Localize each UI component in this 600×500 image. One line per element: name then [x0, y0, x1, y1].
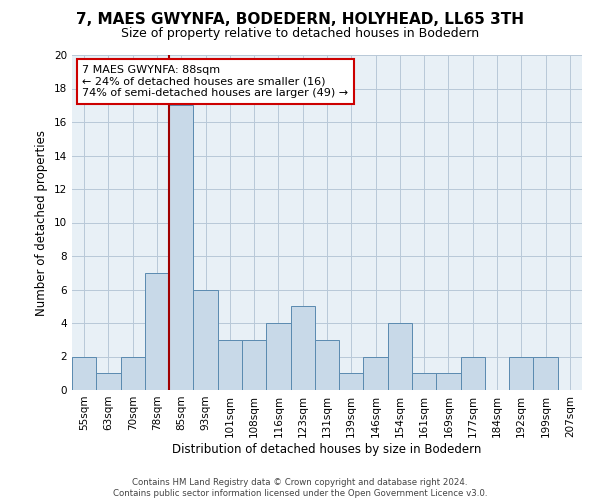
Text: Size of property relative to detached houses in Bodedern: Size of property relative to detached ho… — [121, 28, 479, 40]
Bar — [145, 273, 169, 390]
Bar — [461, 356, 485, 390]
Bar — [388, 323, 412, 390]
Y-axis label: Number of detached properties: Number of detached properties — [35, 130, 49, 316]
Bar — [364, 356, 388, 390]
Bar — [242, 340, 266, 390]
Text: 7 MAES GWYNFA: 88sqm
← 24% of detached houses are smaller (16)
74% of semi-detac: 7 MAES GWYNFA: 88sqm ← 24% of detached h… — [82, 65, 349, 98]
Bar — [169, 106, 193, 390]
Bar — [96, 373, 121, 390]
Bar — [290, 306, 315, 390]
Bar — [121, 356, 145, 390]
Bar — [266, 323, 290, 390]
Bar — [315, 340, 339, 390]
Bar — [339, 373, 364, 390]
Bar — [72, 356, 96, 390]
Bar — [533, 356, 558, 390]
Text: Contains HM Land Registry data © Crown copyright and database right 2024.
Contai: Contains HM Land Registry data © Crown c… — [113, 478, 487, 498]
Bar — [509, 356, 533, 390]
Bar — [193, 290, 218, 390]
Bar — [436, 373, 461, 390]
Text: 7, MAES GWYNFA, BODEDERN, HOLYHEAD, LL65 3TH: 7, MAES GWYNFA, BODEDERN, HOLYHEAD, LL65… — [76, 12, 524, 28]
X-axis label: Distribution of detached houses by size in Bodedern: Distribution of detached houses by size … — [172, 442, 482, 456]
Bar — [218, 340, 242, 390]
Bar — [412, 373, 436, 390]
